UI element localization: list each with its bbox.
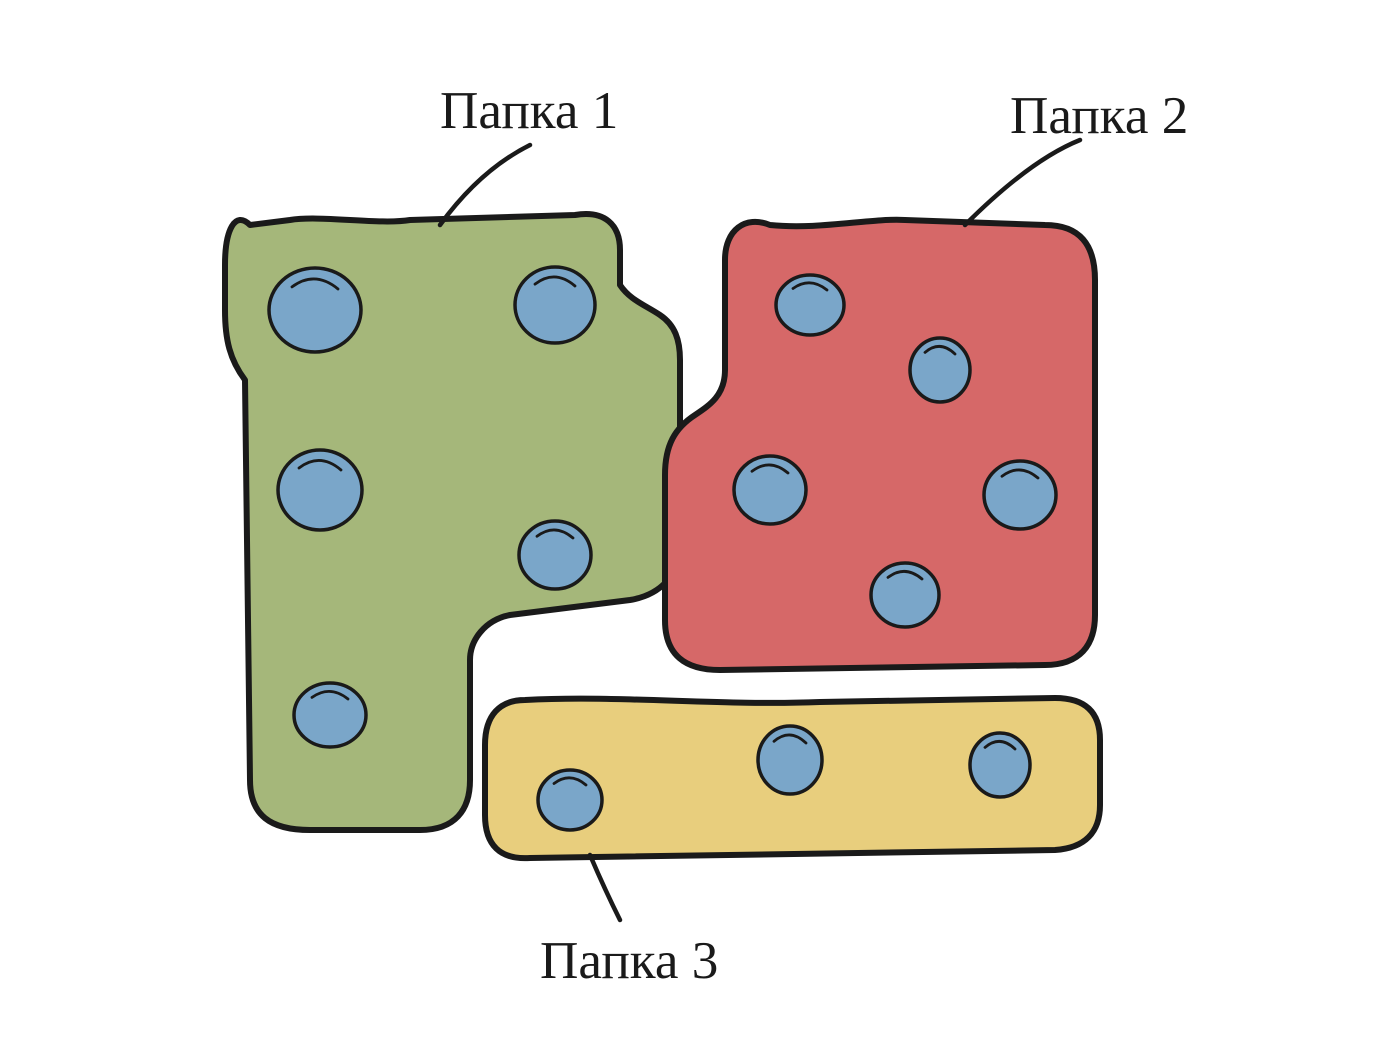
folder1-label: Папка 1 [440,80,618,141]
folder2-label: Папка 2 [1010,85,1188,146]
diagram-canvas [0,0,1400,1050]
folder1-dot-0 [269,268,361,352]
folder3-label: Папка 3 [540,930,718,991]
folder1-dot-2 [278,450,362,530]
